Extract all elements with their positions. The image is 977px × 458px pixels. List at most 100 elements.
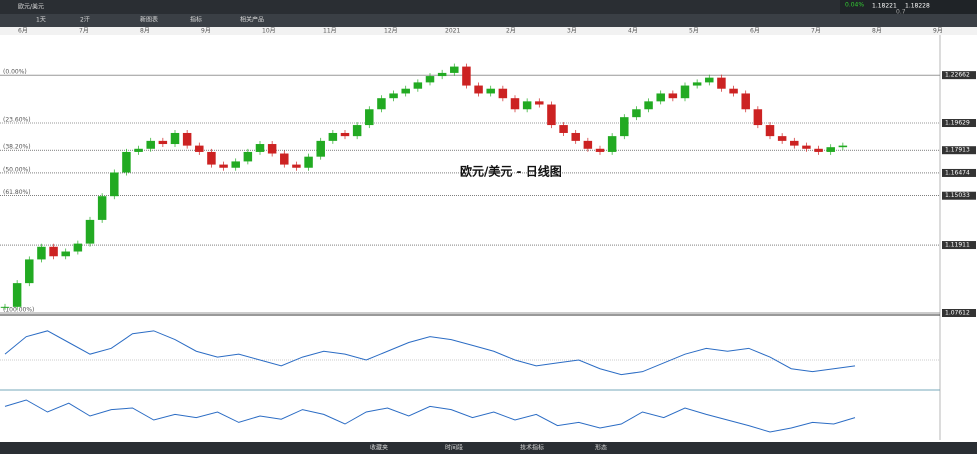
bottom-button[interactable]: 技术指标	[520, 444, 544, 452]
candle	[401, 88, 410, 94]
level-tag	[942, 241, 976, 250]
month-label: 2月	[506, 28, 516, 35]
candle	[425, 76, 435, 83]
candle	[352, 125, 362, 137]
candle	[680, 85, 690, 99]
candle	[195, 145, 204, 152]
candle	[753, 109, 763, 126]
candle	[255, 144, 265, 152]
candle	[462, 66, 471, 86]
month-label: 9月	[933, 28, 943, 35]
candle	[316, 140, 325, 157]
bottom-button[interactable]: 收藏夹	[370, 444, 388, 452]
candle	[146, 140, 155, 149]
level-label: 1.17913	[945, 147, 970, 154]
level-pct: (100.00%)	[3, 307, 34, 314]
candle	[365, 109, 374, 126]
candle	[644, 101, 653, 110]
candle	[377, 98, 386, 110]
level-label: 1.22662	[945, 72, 970, 79]
level-pct: (23.60%)	[3, 117, 31, 124]
candle	[692, 82, 702, 86]
candle	[607, 136, 617, 152]
candle	[510, 98, 520, 110]
month-label: 6月	[750, 28, 760, 35]
bottom-button[interactable]: 形态	[595, 444, 607, 452]
period-button[interactable]: 1天	[36, 17, 46, 24]
level-pct: (0.00%)	[3, 69, 27, 76]
toolbar	[0, 14, 977, 27]
toolbar-button[interactable]: 相关产品	[240, 16, 264, 24]
candle	[729, 88, 738, 94]
rsi-line	[4, 399, 856, 433]
candle	[741, 93, 750, 110]
candle	[219, 164, 228, 168]
quote-spread: 0.7	[896, 9, 906, 16]
toolbar-button[interactable]: 新图表	[140, 16, 158, 24]
candle	[97, 196, 107, 220]
candle	[304, 156, 313, 168]
instrument-tab[interactable]: 欧元/美元	[18, 3, 44, 11]
month-label: 7月	[811, 28, 821, 35]
candle	[705, 77, 714, 83]
axis-band	[0, 27, 977, 35]
candle	[389, 93, 398, 99]
level-tag	[942, 146, 976, 155]
month-label: 8月	[140, 28, 150, 35]
candle	[474, 85, 483, 94]
candle	[498, 88, 508, 99]
candle	[207, 151, 216, 165]
candle	[85, 219, 95, 244]
level-tag	[942, 168, 976, 177]
quote-bid: 1.18221	[872, 3, 897, 10]
candle	[838, 145, 848, 148]
candle	[61, 251, 70, 257]
candle	[182, 132, 192, 146]
level-pct: (38.20%)	[3, 144, 31, 151]
candle	[134, 148, 143, 152]
candle	[73, 243, 83, 252]
candle	[437, 72, 447, 77]
candle	[450, 66, 459, 73]
month-label: 2021	[445, 28, 460, 35]
candle	[802, 145, 811, 149]
candle	[571, 132, 580, 141]
bottom-button[interactable]: 时间段	[445, 444, 463, 452]
level-pct: (50.00%)	[3, 166, 31, 173]
title-bar	[0, 0, 977, 14]
quote-ask: 1.18228	[905, 3, 930, 10]
candle	[292, 164, 301, 168]
secondary-button[interactable]: 2汗	[80, 16, 90, 24]
level-label: 1.19629	[945, 120, 970, 127]
candle	[620, 117, 629, 137]
macd-line	[4, 330, 856, 376]
candle	[486, 88, 495, 94]
candle	[25, 259, 34, 284]
toolbar-button[interactable]: 指标	[190, 16, 202, 24]
month-label: 10月	[262, 28, 276, 35]
candle	[559, 125, 568, 133]
month-label: 12月	[384, 28, 398, 35]
candle	[777, 136, 787, 141]
candle	[668, 93, 678, 99]
candle	[231, 161, 240, 168]
month-label: 7月	[79, 28, 89, 35]
candle	[656, 93, 665, 102]
candle	[243, 151, 253, 162]
month-label: 6月	[18, 28, 28, 35]
level-label: 1.07612	[945, 310, 970, 317]
candle	[535, 101, 544, 105]
candle	[12, 283, 22, 307]
candle	[158, 140, 168, 145]
candle	[49, 246, 58, 257]
candle	[280, 153, 289, 165]
candle	[583, 140, 593, 149]
candle	[0, 306, 10, 308]
month-label: 11月	[323, 28, 337, 35]
candle	[717, 77, 726, 89]
level-tag	[942, 191, 976, 200]
month-label: 5月	[689, 28, 699, 35]
candle	[110, 172, 119, 197]
chart-title: 欧元/美元 - 日线图	[460, 164, 562, 179]
